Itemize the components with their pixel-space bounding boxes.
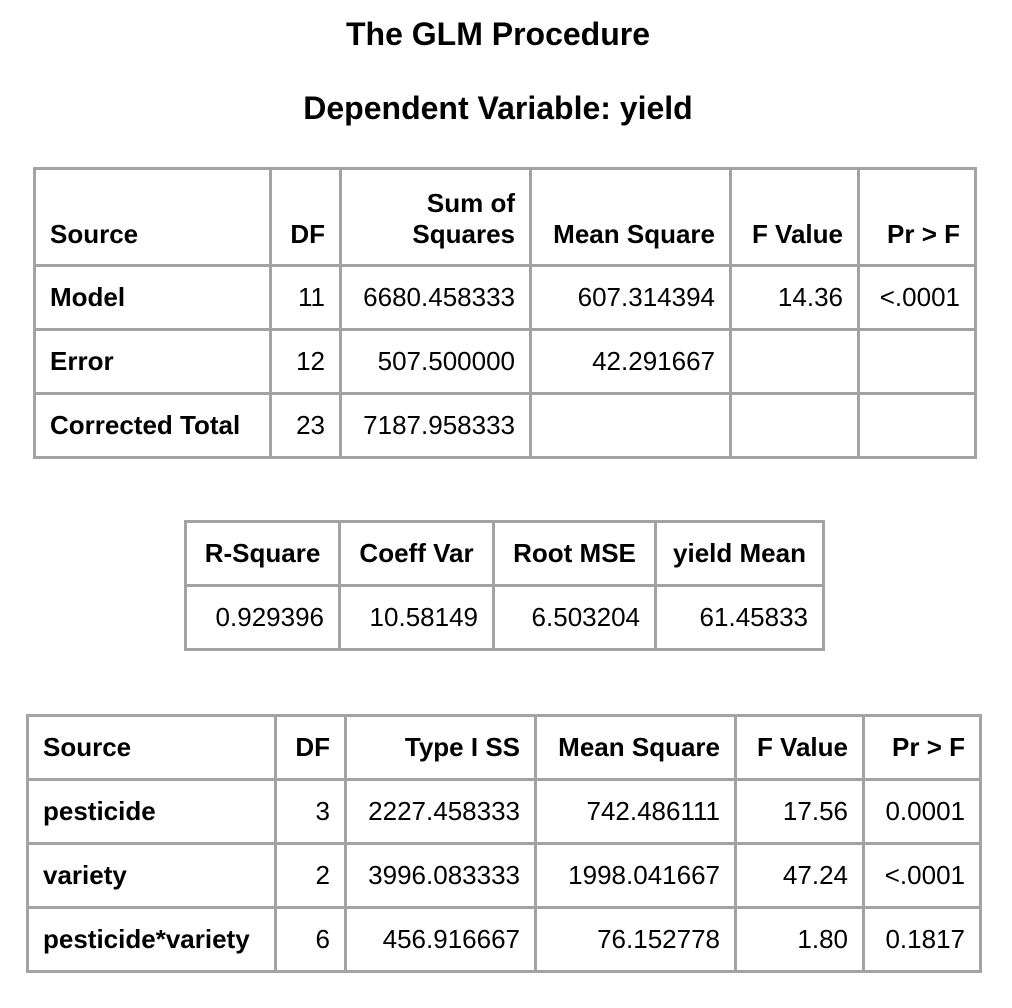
row-source: pesticide (26, 778, 277, 845)
type1-ss-table: Source DF Type I SS Mean Square F Value … (26, 714, 982, 973)
cell-ss: 3996.083333 (344, 842, 537, 909)
row-source: Corrected Total (33, 392, 272, 459)
cell-f: 1.80 (734, 906, 865, 973)
col-df: DF (269, 167, 342, 267)
cell-p: <.0001 (857, 264, 977, 331)
cell-f: 17.56 (734, 778, 865, 845)
cell-df: 12 (269, 328, 342, 395)
table-row: Error 12 507.500000 42.291667 (33, 328, 977, 395)
cell-df: 11 (269, 264, 342, 331)
anova-table: Source DF Sum of Squares Mean Square F Va… (33, 167, 977, 459)
row-source: variety (26, 842, 277, 909)
table-row: variety 2 3996.083333 1998.041667 47.24 … (26, 842, 982, 909)
cell-ss: 507.500000 (339, 328, 532, 395)
col-f-value: F Value (729, 167, 860, 267)
col-pr-f: Pr > F (857, 167, 977, 267)
col-mean-square: Mean Square (529, 167, 732, 267)
cell-yield-mean: 61.45833 (654, 584, 825, 651)
col-coeff-var: Coeff Var (338, 520, 495, 587)
cell-p (857, 392, 977, 459)
cell-p: 0.0001 (862, 778, 982, 845)
cell-ms: 42.291667 (529, 328, 732, 395)
table-row: 0.929396 10.58149 6.503204 61.45833 (184, 584, 825, 651)
cell-ss: 7187.958333 (339, 392, 532, 459)
cell-df: 2 (274, 842, 347, 909)
cell-ms: 76.152778 (534, 906, 737, 973)
col-mean-square: Mean Square (534, 714, 737, 781)
cell-ss: 456.916667 (344, 906, 537, 973)
col-pr-f: Pr > F (862, 714, 982, 781)
cell-ms: 1998.041667 (534, 842, 737, 909)
row-source: Error (33, 328, 272, 395)
col-df: DF (274, 714, 347, 781)
cell-df: 23 (269, 392, 342, 459)
table-header-row: R-Square Coeff Var Root MSE yield Mean (184, 520, 825, 587)
col-yield-mean: yield Mean (654, 520, 825, 587)
page-title: The GLM Procedure (345, 16, 651, 52)
cell-f (729, 392, 860, 459)
cell-f: 47.24 (734, 842, 865, 909)
col-type1-ss: Type I SS (344, 714, 537, 781)
cell-ms: 742.486111 (534, 778, 737, 845)
cell-ms: 607.314394 (529, 264, 732, 331)
cell-ss: 6680.458333 (339, 264, 532, 331)
cell-p: <.0001 (862, 842, 982, 909)
table-row: pesticide*variety 6 456.916667 76.152778… (26, 906, 982, 973)
ss-line2: Squares (412, 219, 515, 249)
dependent-variable-title: Dependent Variable: yield (303, 90, 693, 126)
cell-p: 0.1817 (862, 906, 982, 973)
ss-line1: Sum of (426, 188, 515, 218)
table-row: Corrected Total 23 7187.958333 (33, 392, 977, 459)
cell-r-square: 0.929396 (184, 584, 341, 651)
cell-f (729, 328, 860, 395)
cell-df: 6 (274, 906, 347, 973)
table-header-row: Source DF Type I SS Mean Square F Value … (26, 714, 982, 781)
col-root-mse: Root MSE (492, 520, 657, 587)
col-r-square: R-Square (184, 520, 341, 587)
cell-ms (529, 392, 732, 459)
col-source: Source (33, 167, 272, 267)
row-source: Model (33, 264, 272, 331)
table-row: pesticide 3 2227.458333 742.486111 17.56… (26, 778, 982, 845)
cell-f: 14.36 (729, 264, 860, 331)
cell-df: 3 (274, 778, 347, 845)
col-f-value: F Value (734, 714, 865, 781)
col-sum-of-squares: Sum of Squares (339, 167, 532, 267)
cell-root-mse: 6.503204 (492, 584, 657, 651)
table-header-row: Source DF Sum of Squares Mean Square F Va… (33, 167, 977, 267)
cell-ss: 2227.458333 (344, 778, 537, 845)
table-row: Model 11 6680.458333 607.314394 14.36 <.… (33, 264, 977, 331)
row-source: pesticide*variety (26, 906, 277, 973)
col-source: Source (26, 714, 277, 781)
cell-p (857, 328, 977, 395)
cell-coeff-var: 10.58149 (338, 584, 495, 651)
fit-statistics-table: R-Square Coeff Var Root MSE yield Mean 0… (184, 520, 825, 651)
